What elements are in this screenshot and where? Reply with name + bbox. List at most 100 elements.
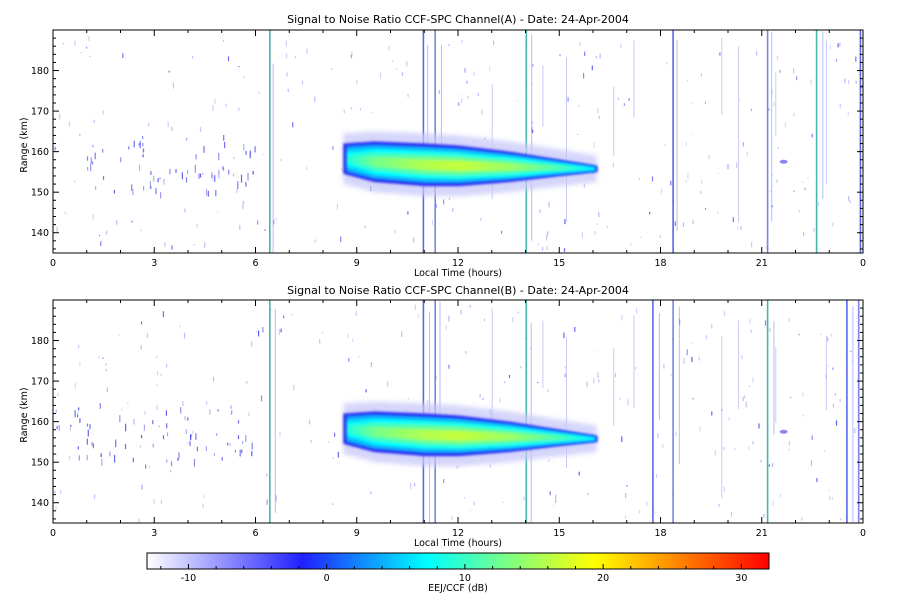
- noise-speck: [223, 167, 225, 171]
- echo-core-col: [492, 432, 495, 441]
- noise-speck: [370, 491, 372, 494]
- noise-speck: [278, 329, 280, 335]
- noise-speckles: [54, 304, 863, 523]
- echo-core-col: [451, 430, 454, 441]
- echo-core-col: [501, 162, 504, 171]
- interference-line: [672, 300, 674, 523]
- noise-speck: [263, 153, 265, 155]
- echo-core-col: [488, 162, 491, 171]
- echo-core-col: [504, 162, 507, 171]
- noise-speck: [184, 415, 186, 421]
- echo-core-col: [393, 157, 396, 169]
- echo-core-col: [555, 165, 558, 170]
- noise-speck: [102, 110, 104, 115]
- x-tick-label: 9: [354, 258, 360, 269]
- noise-speck: [691, 357, 693, 362]
- noise-speck: [502, 501, 504, 504]
- noise-speck: [242, 204, 244, 209]
- y-tick-label: 160: [31, 417, 49, 428]
- interference-line: [771, 31, 773, 222]
- echo-core-col: [528, 164, 531, 171]
- noise-speck: [221, 457, 223, 461]
- echo-core-col: [496, 432, 499, 441]
- echo-core-col: [381, 157, 384, 168]
- noise-speck: [340, 236, 342, 243]
- noise-speck: [239, 449, 241, 457]
- panel-a: Signal to Noise Ratio CCF-SPC Channel(A)…: [19, 13, 866, 279]
- noise-speck: [106, 230, 108, 235]
- noise-speck: [457, 95, 459, 97]
- noise-speck: [508, 375, 511, 378]
- noise-speck: [682, 222, 685, 228]
- echo-edge-col: [595, 165, 598, 172]
- noise-speck: [234, 450, 236, 453]
- echo-core-col: [572, 436, 574, 440]
- noise-speck: [287, 88, 289, 92]
- echo-core-col: [442, 430, 445, 441]
- echo-core-col: [435, 429, 438, 441]
- noise-speck: [574, 327, 576, 332]
- interference-line: [775, 347, 777, 423]
- noise-speck: [191, 56, 194, 59]
- noise-speck: [705, 335, 707, 340]
- echo-core-col: [451, 160, 454, 171]
- echo-core-col: [399, 428, 402, 439]
- noise-speck: [692, 397, 694, 400]
- noise-speck: [236, 188, 238, 193]
- noise-speck: [579, 42, 581, 46]
- noise-speck: [457, 465, 459, 468]
- echo-core-col: [541, 164, 543, 171]
- echo-core-col: [433, 429, 435, 441]
- noise-speck: [171, 245, 173, 250]
- noise-speck: [243, 143, 245, 151]
- noise-speck: [102, 357, 104, 360]
- noise-speck: [127, 402, 129, 404]
- echo-core-col: [368, 426, 370, 437]
- interference-line: [525, 30, 528, 253]
- noise-speck: [820, 333, 822, 335]
- noise-speck: [292, 122, 294, 128]
- panel-b: Signal to Noise Ratio CCF-SPC Channel(B)…: [19, 284, 866, 549]
- noise-speck: [810, 79, 812, 85]
- noise-speck: [776, 55, 779, 61]
- echo-core-col: [543, 435, 546, 441]
- echo-core-col: [574, 166, 577, 170]
- noise-speck: [854, 428, 856, 434]
- noise-speck: [247, 172, 249, 181]
- echo-core-col: [411, 428, 414, 440]
- noise-speck: [553, 504, 555, 506]
- main-echo: [343, 401, 598, 467]
- echo-core-col: [375, 156, 377, 167]
- x-axis: 0 3 6 9 12 15 18 21 0: [50, 300, 866, 539]
- echo-core-col: [511, 163, 514, 171]
- echo-core-col: [577, 436, 580, 440]
- noise-speck: [92, 214, 94, 220]
- noise-speck: [659, 235, 661, 238]
- echo-core-col: [524, 433, 527, 441]
- echo-core-col: [430, 159, 433, 171]
- noise-speck: [831, 497, 833, 500]
- noise-speck: [150, 171, 152, 175]
- noise-speck: [612, 163, 614, 168]
- noise-speck: [788, 318, 790, 322]
- noise-speck: [741, 354, 743, 360]
- noise-speck: [740, 225, 742, 231]
- echo-core-col: [346, 155, 349, 163]
- noise-speck: [105, 369, 107, 372]
- noise-speck: [343, 109, 345, 114]
- panel-b-title: Signal to Noise Ratio CCF-SPC Channel(B)…: [287, 284, 629, 297]
- echo-core-col: [415, 159, 418, 170]
- echo-core-col: [420, 159, 423, 170]
- noise-speck: [314, 239, 316, 243]
- noise-speck: [548, 459, 550, 462]
- echo-edge-col: [344, 143, 347, 175]
- echo-core-col: [576, 166, 578, 170]
- echo-core-col: [561, 436, 564, 440]
- noise-speck: [133, 140, 135, 148]
- echo-core-col: [349, 155, 352, 164]
- panel-a-ylabel: Range (km): [19, 117, 30, 172]
- noise-speck: [64, 211, 66, 215]
- noise-speck: [737, 226, 739, 230]
- noise-speck: [837, 43, 839, 48]
- noise-speck: [190, 434, 192, 438]
